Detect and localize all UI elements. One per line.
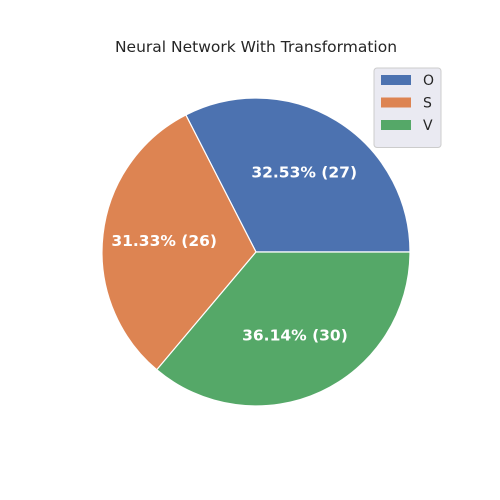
legend-label-o: O bbox=[423, 73, 434, 89]
data-label-v: 36.14% (30) bbox=[242, 326, 348, 344]
chart-legend: OSV bbox=[373, 67, 442, 148]
pie-data-labels: 32.53% (27) 31.33% (26) 36.14% (30) bbox=[111, 164, 357, 345]
legend-label-v: V bbox=[423, 118, 433, 134]
pie-slices bbox=[101, 97, 411, 407]
pie-slice-o bbox=[185, 97, 411, 253]
data-label-s: 31.33% (26) bbox=[111, 232, 217, 250]
data-label-o: 32.53% (27) bbox=[251, 164, 357, 182]
chart-title: Neural Network With Transformation bbox=[115, 38, 397, 56]
legend-swatch-v bbox=[381, 120, 411, 130]
legend-swatch-s bbox=[381, 97, 411, 108]
legend-swatch-o bbox=[381, 75, 411, 85]
pie-slice-s bbox=[101, 114, 257, 371]
pie-slice-v bbox=[155, 251, 411, 407]
legend-label-s: S bbox=[423, 96, 432, 112]
